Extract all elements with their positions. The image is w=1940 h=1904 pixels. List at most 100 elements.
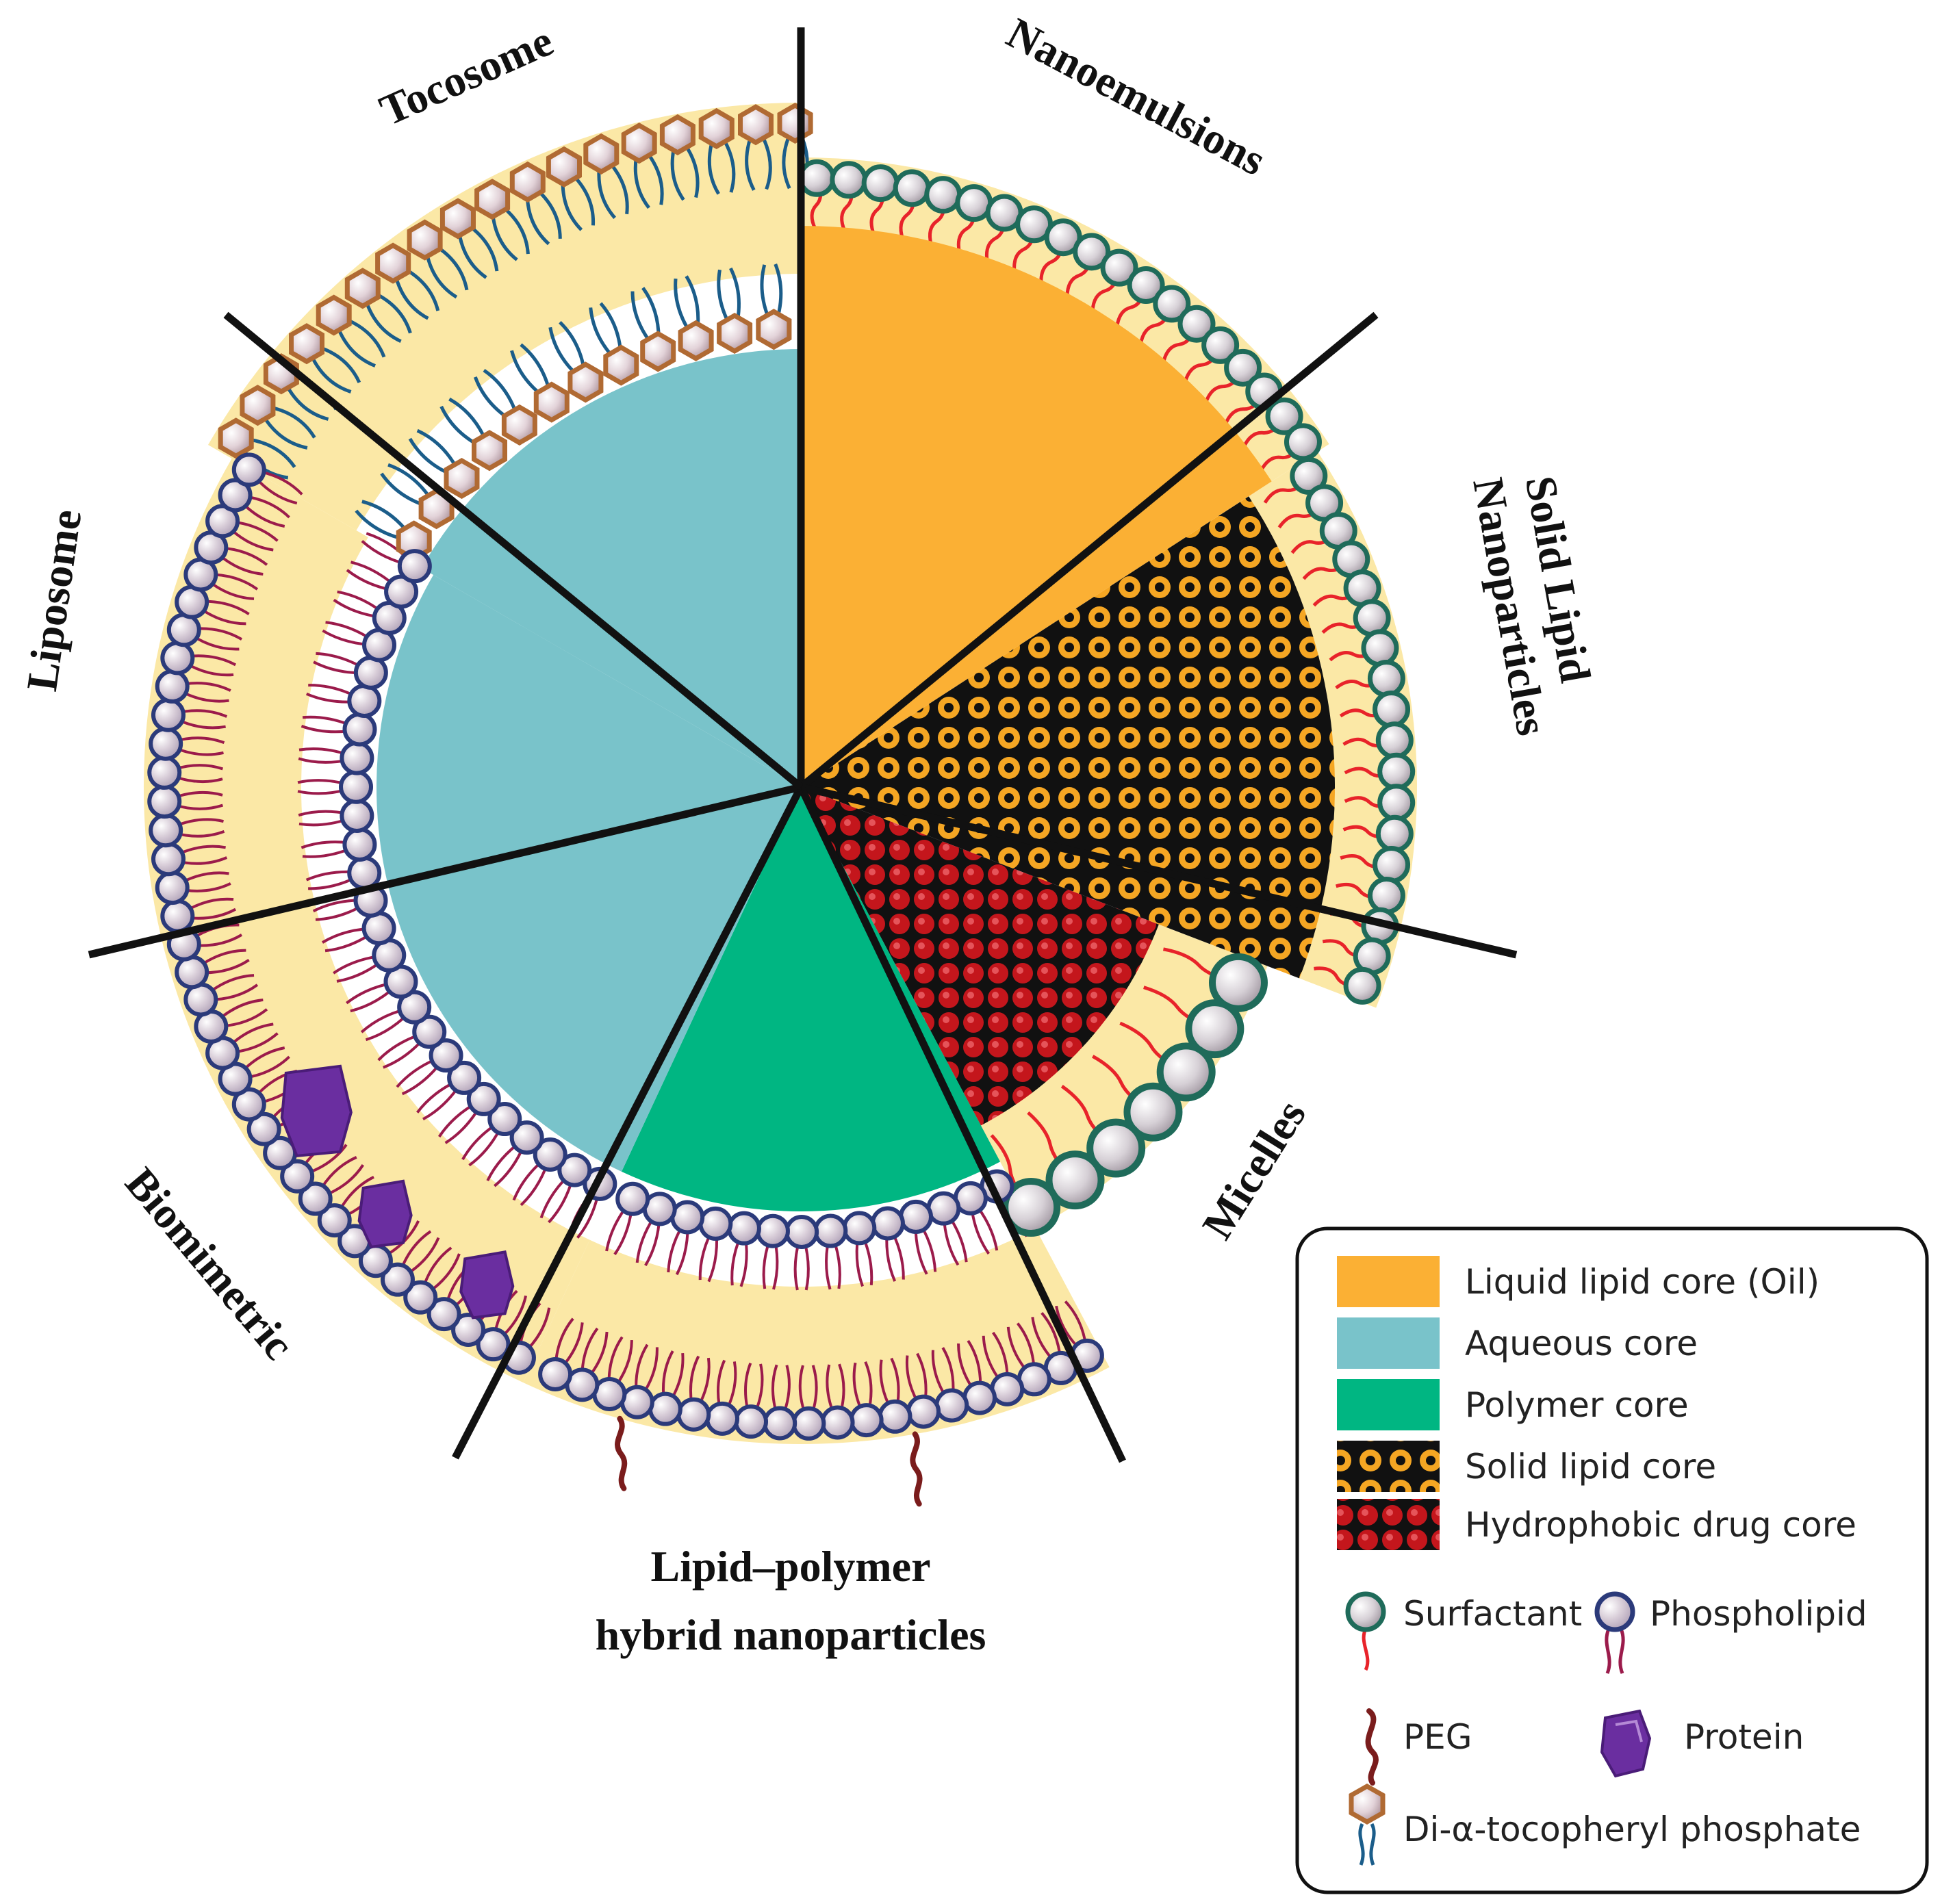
surfactant-head [1373,846,1411,884]
phospholipid-head [726,1211,761,1246]
tocopheryl-head [567,361,604,403]
surfactant-head [1343,966,1381,1005]
phospholipid-head [361,911,396,946]
phospholipid-head [842,1211,877,1246]
legend-label-polymer: Polymer core [1465,1385,1689,1425]
tocopheryl-head [678,320,714,361]
phospholipid-head [557,1153,592,1187]
tocopheryl-head [756,309,792,350]
tocopheryl-head [698,107,735,149]
proteins-and-peg [280,1064,923,1507]
surfactant-head [893,169,931,207]
tocopheryl-head [344,268,381,309]
legend-label-solid-lipid: Solid lipid core [1465,1447,1716,1487]
tocopheryl-head [509,161,546,203]
tocopheryl-head [738,104,774,146]
tocopheryl-head [444,457,480,500]
divider-line [452,785,804,1460]
divider-line [797,785,1126,1463]
protein-icon [1600,1709,1652,1778]
divider-line [800,783,1518,959]
tocopheryl-head [546,146,582,188]
phospholipid-head [218,478,253,513]
surfactant-head [1156,1042,1216,1102]
surfactant-head [1153,285,1191,323]
tocopheryl-head [640,331,676,372]
label-liposome: Liposome [17,506,90,694]
phospholipid-head [340,741,374,775]
surfactant-head [1265,397,1303,435]
divider-line [223,311,804,790]
legend-swatch-polymer [1337,1379,1440,1430]
phospholipid-head [426,1297,461,1332]
legend-label-surfactant: Surfactant [1403,1594,1582,1634]
tocopheryl-head [474,179,511,220]
phospholipid-head [397,549,432,584]
phospholipid-icon [1594,1591,1635,1674]
tocopheryl-head [316,294,352,336]
phospholipid-head [813,1213,848,1248]
tocopheryl-head [621,123,657,164]
phospholipid-head [317,1203,352,1238]
phospholipid-head [147,755,182,790]
phospholipid-head [147,784,182,819]
phospholipid-head [231,452,266,487]
phospholipid-head [487,1102,522,1137]
phospholipid-head [849,1403,884,1438]
surfactant-head [797,159,836,197]
phospholipid-head [339,769,374,804]
legend-swatch-oil [1337,1256,1440,1307]
phospholipid-head [648,1391,682,1426]
label-nanoemulsions: Nanoemulsions [999,8,1274,185]
phospholipid-head [784,1214,819,1249]
tocopheryl-head [472,430,507,472]
core-nanoemulsion [801,226,1272,787]
protein-shape [280,1064,353,1157]
phospholipid-head [429,1038,463,1073]
surfactant-head [1201,326,1240,364]
segment-dividers [88,27,1518,1463]
surfactant-head [1086,1118,1146,1178]
phospholipid-head [340,798,374,833]
phospholipid-head [166,613,201,647]
core-biomimetric [387,787,801,1172]
legend-label-protein: Protein [1684,1717,1804,1757]
phospholipid-head [160,899,195,934]
surfactant-head [1284,423,1322,461]
surfactant-head [1375,814,1414,853]
phospholipid-head [466,1081,501,1116]
tocopheryl-head [603,344,639,386]
legend-label-aqueous: Aqueous core [1465,1324,1698,1363]
surfactant-head [1177,305,1216,343]
legend-label-tocopheryl: Di-α-tocopheryl phosphate [1403,1810,1861,1849]
phospholipid-head [899,1199,934,1234]
surfactant-head [1377,752,1416,790]
surfactant-head [1045,1150,1105,1210]
legend-frame [1295,1226,1929,1894]
phospholipid-head [926,1191,961,1226]
phospholipid-head [962,1380,997,1415]
divider-line [88,783,802,959]
phospholipid-head [149,726,183,761]
tocopheryl-head [777,102,813,144]
head-groups [147,102,1416,1441]
legend-label-peg: PEG [1403,1717,1472,1757]
surfactant-icon [1345,1591,1386,1671]
peg-chain [615,1415,628,1491]
phospholipid-head [149,813,183,848]
legend: Liquid lipid core (Oil) Aqueous core Pol… [1295,1226,1929,1894]
label-lphn-line2: hybrid nanoparticles [596,1610,986,1659]
core-sln [801,496,1336,979]
tocopheryl-icon [1349,1783,1386,1866]
phospholipid-head [342,712,377,747]
peg-chain [910,1431,923,1507]
phospholipid-head [476,1327,511,1362]
phospholipid-head [620,1385,654,1419]
legend-swatch-aqueous [1337,1317,1440,1369]
legend-swatch-solid-lipid [1337,1441,1440,1492]
label-lphn-line1: Lipid–polymer [651,1542,931,1591]
legend-label-phospholipid: Phospholipid [1650,1594,1867,1634]
lipid-layer-lphn [523,1228,1110,1445]
phospholipid-head [533,1137,567,1172]
protein-shape [357,1179,413,1249]
